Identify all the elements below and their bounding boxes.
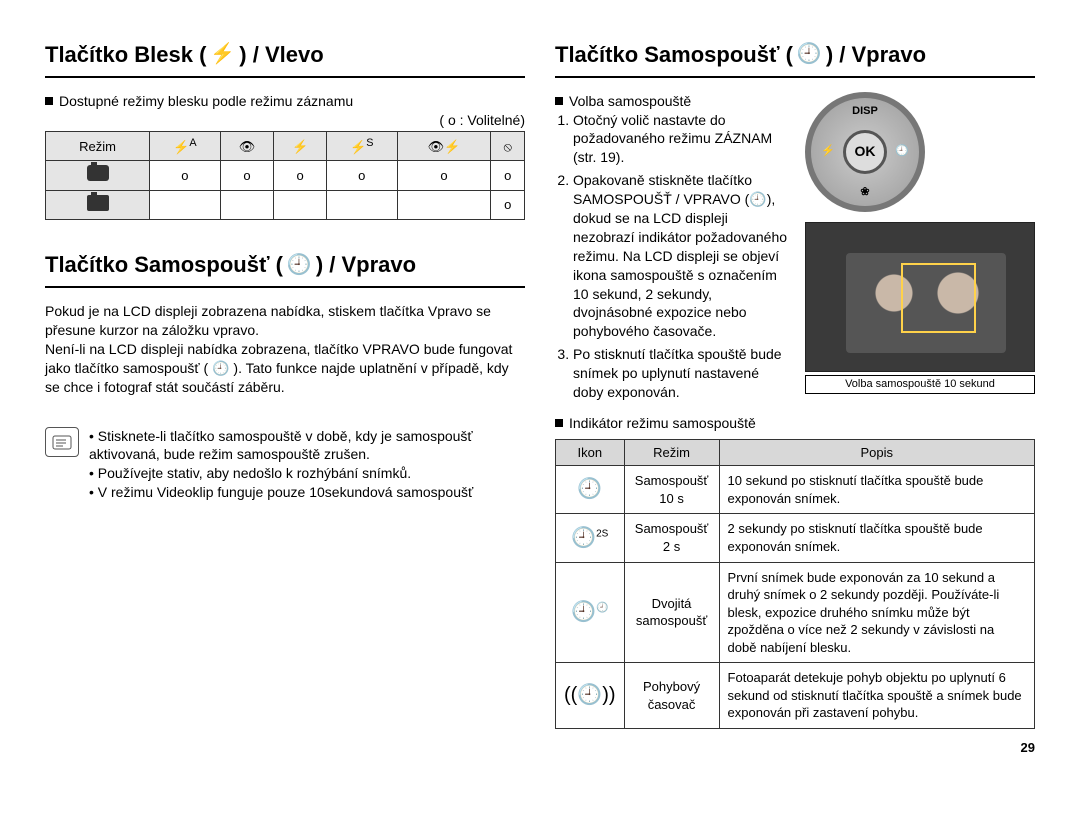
cell: o [491,161,525,191]
heading-selftimer-left: Tlačítko Samospoušť ( 🕘 ) / Vpravo [45,250,525,288]
tip-item: Používejte stativ, aby nedošlo k rozhýbá… [89,464,525,483]
mode-cell: Samospoušť 2 s [624,514,719,562]
heading-text: Tlačítko Samospoušť ( [45,250,283,280]
th-popis: Popis [719,439,1034,466]
page-number: 29 [555,739,1035,757]
heading-text: Tlačítko Samospoušť ( [555,40,793,70]
note-icon [45,427,79,457]
timer-10s-icon: 🕘 [556,466,625,514]
th-ikon: Ikon [556,439,625,466]
heading-flash-left: Tlačítko Blesk ( ⚡ ) / Vlevo [45,40,525,78]
ok-button-graphic: OK [843,130,887,174]
o-note: ( o : Volitelné) [45,111,525,130]
step-item: Opakovaně stiskněte tlačítko SAMOSPOUŠŤ … [573,171,791,341]
col-mode: Režim [46,132,150,161]
desc-cell: Fotoaparát detekuje pohyb objektu po upl… [719,663,1034,729]
mode-cell: Pohybový časovač [624,663,719,729]
cell [397,190,491,220]
flash-auto-icon: ⚡A [150,132,221,161]
tip-item: Stisknete-li tlačítko samospouště v době… [89,427,525,465]
heading-text: ) / Vlevo [239,40,323,70]
step-item: Otočný volič nastavte do požadovaného re… [573,111,791,168]
flash-icon: ⚡ [821,144,835,159]
heading-text: ) / Vpravo [826,40,926,70]
desc-cell: První snímek bude exponován za 10 sekund… [719,562,1034,663]
cell: o [150,161,221,191]
timer-double-icon: 🕘🕘 [556,562,625,663]
flash-off-icon: ⦸ [491,132,525,161]
timer-icon: 🕘 [797,41,822,68]
flash-on-icon: ⚡ [274,132,327,161]
ok-dial-graphic: DISP ⚡ 🕘 ❀ OK [805,92,925,212]
tip-item: V režimu Videoklip funguje pouze 10sekun… [89,483,525,502]
cell: o [397,161,491,191]
flash-modes-label: Dostupné režimy blesku podle režimu zázn… [45,92,525,111]
right-column: Tlačítko Samospoušť ( 🕘 ) / Vpravo Volba… [555,40,1035,756]
mode-camera-icon [46,161,150,191]
desc-cell: 2 sekundy po stisknutí tlačítka spouště … [719,514,1034,562]
timer-icon: 🕘 [287,252,312,279]
cell: o [491,190,525,220]
flash-slow-icon: ⚡S [326,132,397,161]
right-top-wrap: Volba samospouště Otočný volič nastavte … [555,92,1035,406]
mode-cell: Samospoušť 10 s [624,466,719,514]
redeye-icon: 👁 [220,132,274,161]
steps-list: Otočný volič nastavte do požadovaného re… [555,111,791,402]
cell: o [274,161,327,191]
cell [220,190,274,220]
cell [326,190,397,220]
selftimer-paragraph: Pokud je na LCD displeji zobrazena nabíd… [45,302,525,396]
mode-video-icon [46,190,150,220]
flash-modes-table: Režim ⚡A 👁 ⚡ ⚡S 👁⚡ ⦸ o o o o o o [45,131,525,220]
cell [274,190,327,220]
th-rezim: Režim [624,439,719,466]
desc-cell: 10 sekund po stisknutí tlačítka spouště … [719,466,1034,514]
timer-2s-icon: 🕘2S [556,514,625,562]
tip-list: Stisknete-li tlačítko samospouště v době… [89,427,525,503]
timer-icon: 🕘 [895,144,909,159]
right-text-block: Volba samospouště Otočný volič nastavte … [555,92,791,406]
lcd-preview [805,222,1035,372]
mode-cell: Dvojitá samospoušť [624,562,719,663]
volba-label: Volba samospouště [555,92,791,111]
lcd-caption: Volba samospouště 10 sekund [805,375,1035,394]
tip-box: Stisknete-li tlačítko samospouště v době… [45,427,525,503]
step-item: Po stisknutí tlačítka spouště bude sníme… [573,345,791,402]
heading-text: Tlačítko Blesk ( [45,40,206,70]
left-column: Tlačítko Blesk ( ⚡ ) / Vlevo Dostupné re… [45,40,525,756]
flash-icon: ⚡ [210,41,235,68]
motion-timer-icon: ((🕘)) [556,663,625,729]
macro-icon: ❀ [860,185,869,200]
disp-label: DISP [852,104,878,119]
cell: o [220,161,274,191]
heading-text: ) / Vpravo [316,250,416,280]
indicator-label: Indikátor režimu samospouště [555,414,1035,433]
cell: o [326,161,397,191]
redeye-fix-icon: 👁⚡ [397,132,491,161]
cell [150,190,221,220]
indicator-table: Ikon Režim Popis 🕘 Samospoušť 10 s 10 se… [555,439,1035,729]
right-graphics: DISP ⚡ 🕘 ❀ OK Volba samospouště 10 sekun… [805,92,1035,406]
page-columns: Tlačítko Blesk ( ⚡ ) / Vlevo Dostupné re… [45,40,1035,756]
heading-selftimer-right: Tlačítko Samospoušť ( 🕘 ) / Vpravo [555,40,1035,78]
